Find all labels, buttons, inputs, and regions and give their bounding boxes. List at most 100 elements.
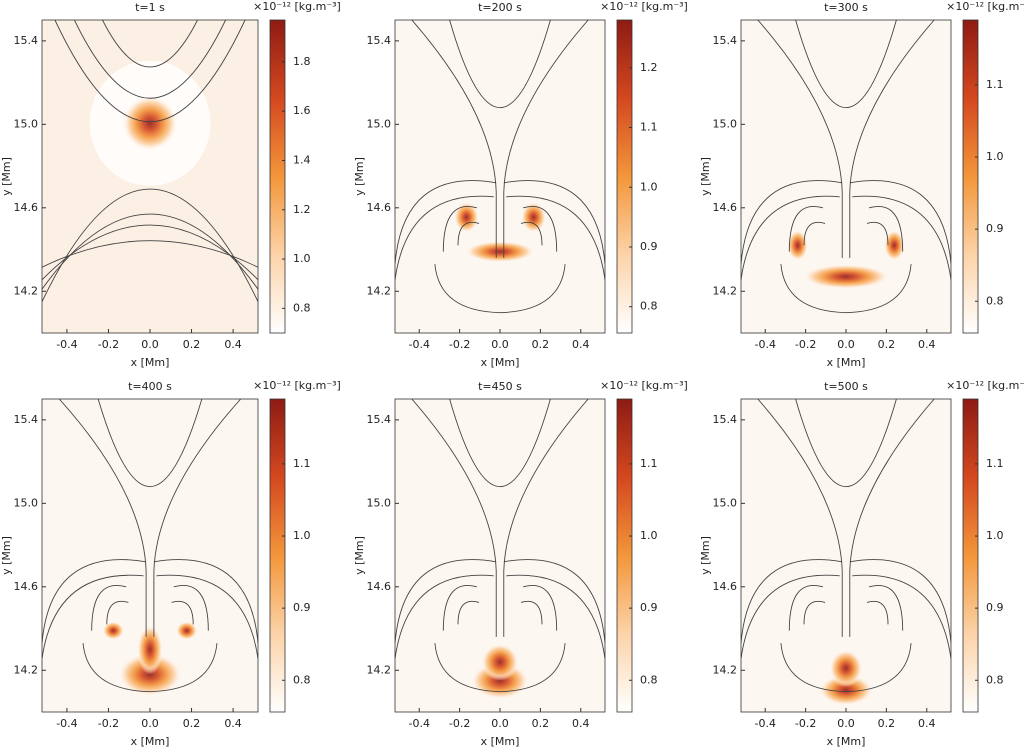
contours — [42, 399, 258, 692]
heatmap-cell — [818, 674, 874, 706]
colorbar-tick-label: 1.0 — [640, 180, 658, 193]
y-axis-label: y [Mm] — [353, 157, 366, 196]
panel-title: t=300 s — [824, 1, 868, 14]
contours — [741, 399, 951, 692]
colorbar-tick-label: 0.8 — [640, 300, 658, 313]
panel-title: t=500 s — [824, 380, 868, 393]
colorbar — [269, 19, 286, 334]
colorbar-label: ×10⁻¹² [kg.m⁻³] — [946, 0, 1024, 13]
contour-line — [867, 601, 888, 624]
y-tick-label: 15.4 — [367, 413, 392, 426]
colorbar-tick-label: 1.8 — [293, 55, 311, 68]
colorbar-label: ×10⁻¹² [kg.m⁻³] — [253, 379, 341, 392]
y-tick-label: 15.0 — [367, 496, 392, 509]
contour-line — [443, 585, 477, 630]
colorbar-tick-label: 1.1 — [986, 457, 1004, 470]
x-tick-label: 0.0 — [491, 338, 509, 351]
x-tick-label: 0.2 — [532, 338, 550, 351]
heatmap — [741, 20, 951, 313]
heatmap — [741, 399, 951, 706]
contour-line — [458, 222, 479, 245]
colorbar-tick-label: 1.1 — [293, 457, 311, 470]
heatmap-cell — [521, 201, 547, 233]
contour-line — [796, 20, 897, 108]
y-axis-label: y [Mm] — [353, 536, 366, 575]
x-tick-label: 0.0 — [141, 717, 159, 730]
contour-line — [789, 206, 823, 251]
contour-line — [154, 560, 258, 644]
y-tick-label: 15.0 — [713, 496, 738, 509]
panel: t=1 s x [Mm] y [Mm] -0.4 -0.2 0.0 0.2 0.4 14.2 14… — [0, 0, 341, 369]
colorbar-tick-label: 1.1 — [640, 121, 658, 134]
contour-line — [523, 206, 557, 251]
y-tick-label: 14.2 — [367, 284, 392, 297]
panel-title: t=1 s — [135, 1, 165, 14]
y-tick-label: 15.0 — [713, 117, 738, 130]
x-tick-label: 0.2 — [878, 338, 896, 351]
heatmap — [42, 20, 258, 302]
contour-line — [92, 585, 127, 630]
x-tick-label: 0.2 — [532, 717, 550, 730]
contour-line — [172, 601, 194, 624]
x-axis-label: x [Mm] — [481, 735, 520, 748]
panel: t=400 s x [Mm] y [Mm] -0.4 -0.2 0.0 0.2 0.4 14.2… — [0, 379, 341, 748]
contour-line — [450, 20, 551, 108]
x-tick-label: 0.4 — [572, 338, 590, 351]
x-tick-label: 0.2 — [183, 717, 201, 730]
colorbar-tick-label: 0.8 — [293, 673, 311, 686]
x-axis-label: x [Mm] — [827, 356, 866, 369]
heatmap-cell — [787, 229, 809, 262]
heatmap-cell — [102, 621, 125, 641]
contour-line — [102, 20, 197, 67]
heatmap-cell — [464, 240, 536, 263]
heatmap-cell — [175, 621, 198, 641]
colorbar — [269, 398, 286, 713]
x-tick-label: 0.0 — [837, 338, 855, 351]
x-tick-label: 0.4 — [918, 717, 936, 730]
contour-line — [521, 222, 542, 245]
x-tick-label: 0.4 — [224, 717, 242, 730]
x-tick-label: -0.2 — [795, 717, 816, 730]
colorbar-tick-label: 1.4 — [293, 153, 311, 166]
contour-line — [504, 560, 605, 644]
contour-line — [156, 575, 258, 659]
contour-line — [42, 560, 146, 644]
panel: t=200 s x [Mm] y [Mm] -0.4 -0.2 0.0 0.2 0.4 14.2… — [353, 0, 688, 369]
contour-line — [741, 196, 840, 280]
colorbar-tick-label: 1.1 — [640, 457, 658, 470]
colorbar-tick-label: 1.2 — [640, 61, 658, 74]
y-tick-label: 14.6 — [367, 201, 392, 214]
colorbar-label: ×10⁻¹² [kg.m⁻³] — [253, 0, 341, 13]
contour-line — [506, 196, 605, 280]
colorbar-label: ×10⁻¹² [kg.m⁻³] — [600, 379, 688, 392]
y-tick-label: 15.4 — [14, 413, 39, 426]
y-axis-label: y [Mm] — [0, 536, 13, 575]
contours — [42, 20, 258, 302]
heatmap-cell — [829, 649, 863, 687]
colorbar-label: ×10⁻¹² [kg.m⁻³] — [600, 0, 688, 13]
colorbar-tick-label: 1.2 — [293, 203, 311, 216]
x-tick-label: -0.4 — [56, 338, 77, 351]
colorbar — [962, 398, 979, 713]
x-tick-label: -0.4 — [754, 338, 775, 351]
contour-line — [741, 575, 840, 659]
contour-line — [435, 264, 565, 313]
colorbar-tick-label: 0.8 — [293, 301, 311, 314]
x-tick-label: 0.4 — [224, 338, 242, 351]
contours — [395, 20, 605, 313]
contour-line — [852, 196, 951, 280]
contour-line — [395, 575, 494, 659]
contour-line — [867, 222, 888, 245]
contour-line — [852, 575, 951, 659]
x-tick-label: -0.2 — [98, 717, 119, 730]
colorbar-tick-label: 0.8 — [986, 294, 1004, 307]
colorbar-tick-label: 1.1 — [986, 78, 1004, 91]
colorbar-tick-label: 0.9 — [640, 240, 658, 253]
x-tick-label: -0.4 — [408, 338, 429, 351]
y-tick-label: 14.2 — [713, 284, 738, 297]
contour-line — [435, 643, 565, 692]
colorbar — [962, 19, 979, 334]
contour-line — [869, 585, 903, 630]
